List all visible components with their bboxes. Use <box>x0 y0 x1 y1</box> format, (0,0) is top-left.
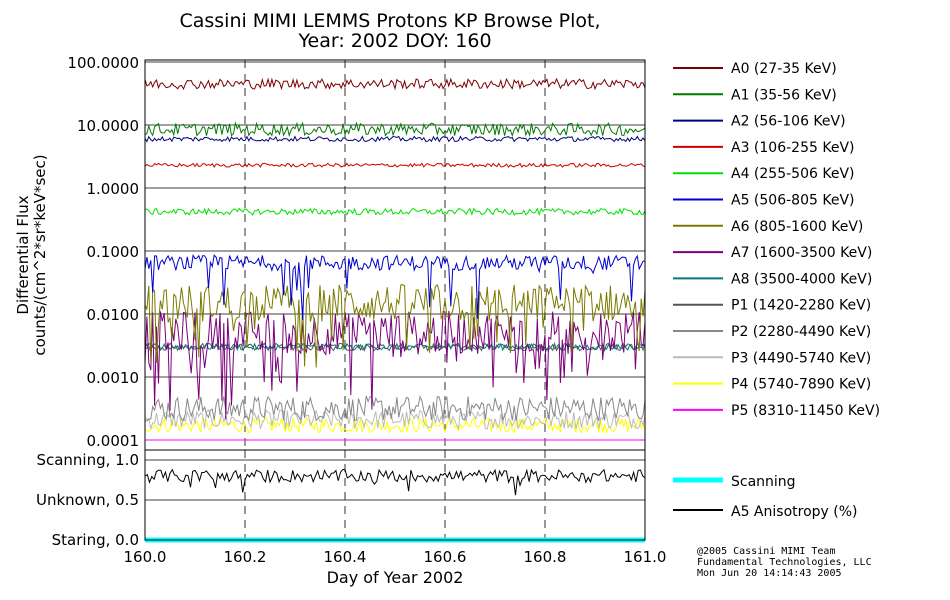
x-axis-label: Day of Year 2002 <box>327 568 464 587</box>
legend-label: A8 (3500-4000 KeV) <box>731 271 872 287</box>
flux-series-line <box>144 409 646 431</box>
flux-series-line <box>144 135 646 143</box>
anisotropy-y-tick-label: Scanning, 1.0 <box>36 451 139 469</box>
flux-y-tick-label: 0.0100 <box>87 306 140 324</box>
anisotropy-panel-frame <box>144 449 646 541</box>
flux-panel-frame <box>144 59 646 451</box>
legend-label: P1 (1420-2280 KeV) <box>731 298 871 314</box>
anisotropy-y-tick-label: Staring, 0.0 <box>52 531 139 549</box>
chart-title: Cassini MIMI LEMMS Protons KP Browse Plo… <box>179 10 600 32</box>
legend-label: P4 (5740-7890 KeV) <box>731 377 871 393</box>
x-tick-label: 160.2 <box>224 548 267 566</box>
flux-series-line <box>144 162 646 168</box>
legend-label: A4 (255-506 KeV) <box>731 166 854 182</box>
flux-series-line <box>144 284 646 368</box>
anisotropy-series-line <box>144 468 646 496</box>
footer-line2: Fundamental Technologies, LLC <box>697 557 872 568</box>
flux-y-tick-label: 10.0000 <box>77 117 139 135</box>
x-tick-label: 161.0 <box>624 548 667 566</box>
legend-label: A7 (1600-3500 KeV) <box>731 245 872 261</box>
legend-label: A5 (506-805 KeV) <box>731 193 854 209</box>
flux-series-line <box>144 207 646 217</box>
flux-series-line <box>144 395 646 422</box>
flux-y-tick-label: 0.0010 <box>87 369 140 387</box>
legend-label: A3 (106-255 KeV) <box>731 140 854 156</box>
x-tick-label: 160.0 <box>124 548 167 566</box>
flux-y-tick-label: 0.1000 <box>87 243 140 261</box>
legend-label: Scanning <box>731 474 796 490</box>
flux-series-line <box>144 253 646 320</box>
legend-label: A0 (27-35 KeV) <box>731 61 837 77</box>
y-axis-label-line2: counts/(cm^2*sr*keV*sec) <box>31 154 49 355</box>
legend-label: A5 Anisotropy (%) <box>731 504 858 520</box>
footer-line3: Mon Jun 20 14:14:43 2005 <box>697 568 842 579</box>
flux-y-tick-label: 100.0000 <box>67 54 139 72</box>
anisotropy-y-tick-label: Unknown, 0.5 <box>36 491 139 509</box>
footer-line1: @2005 Cassini MIMI Team <box>697 546 835 557</box>
flux-y-tick-label: 1.0000 <box>87 180 140 198</box>
chart-subtitle: Year: 2002 DOY: 160 <box>297 30 491 52</box>
flux-panel: 100.0000 10.0000 1.0000 0.1000 0.0100 0.0010 0… <box>67 54 646 451</box>
anisotropy-panel: Scanning, 1.0 Unknown, 0.5 Staring, 0.0 <box>36 449 646 549</box>
legend-label: P5 (8310-11450 KeV) <box>731 403 880 419</box>
legend-label: A1 (35-56 KeV) <box>731 87 837 103</box>
legend-anisotropy: Scanning A5 Anisotropy (%) <box>673 474 858 520</box>
legend-label: P2 (2280-4490 KeV) <box>731 324 871 340</box>
flux-series-line <box>144 121 646 138</box>
legend-flux: A0 (27-35 KeV) A1 (35-56 KeV) A2 (56-106 K… <box>673 61 880 419</box>
flux-y-tick-label: 0.0001 <box>87 432 140 450</box>
legend-label: A2 (56-106 KeV) <box>731 114 846 130</box>
legend-label: P3 (4490-5740 KeV) <box>731 350 871 366</box>
footer-credits: @2005 Cassini MIMI Team Fundamental Tech… <box>697 546 872 579</box>
flux-series-line <box>144 310 646 420</box>
legend-label: A6 (805-1600 KeV) <box>731 219 863 235</box>
x-tick-label: 160.6 <box>424 548 467 566</box>
x-tick-label: 160.8 <box>524 548 567 566</box>
y-axis-label: Differential Flux counts/(cm^2*sr*keV*se… <box>14 154 49 355</box>
flux-series-line <box>144 77 646 91</box>
x-tick-label: 160.4 <box>324 548 367 566</box>
y-axis-label-line1: Differential Flux <box>14 195 32 314</box>
